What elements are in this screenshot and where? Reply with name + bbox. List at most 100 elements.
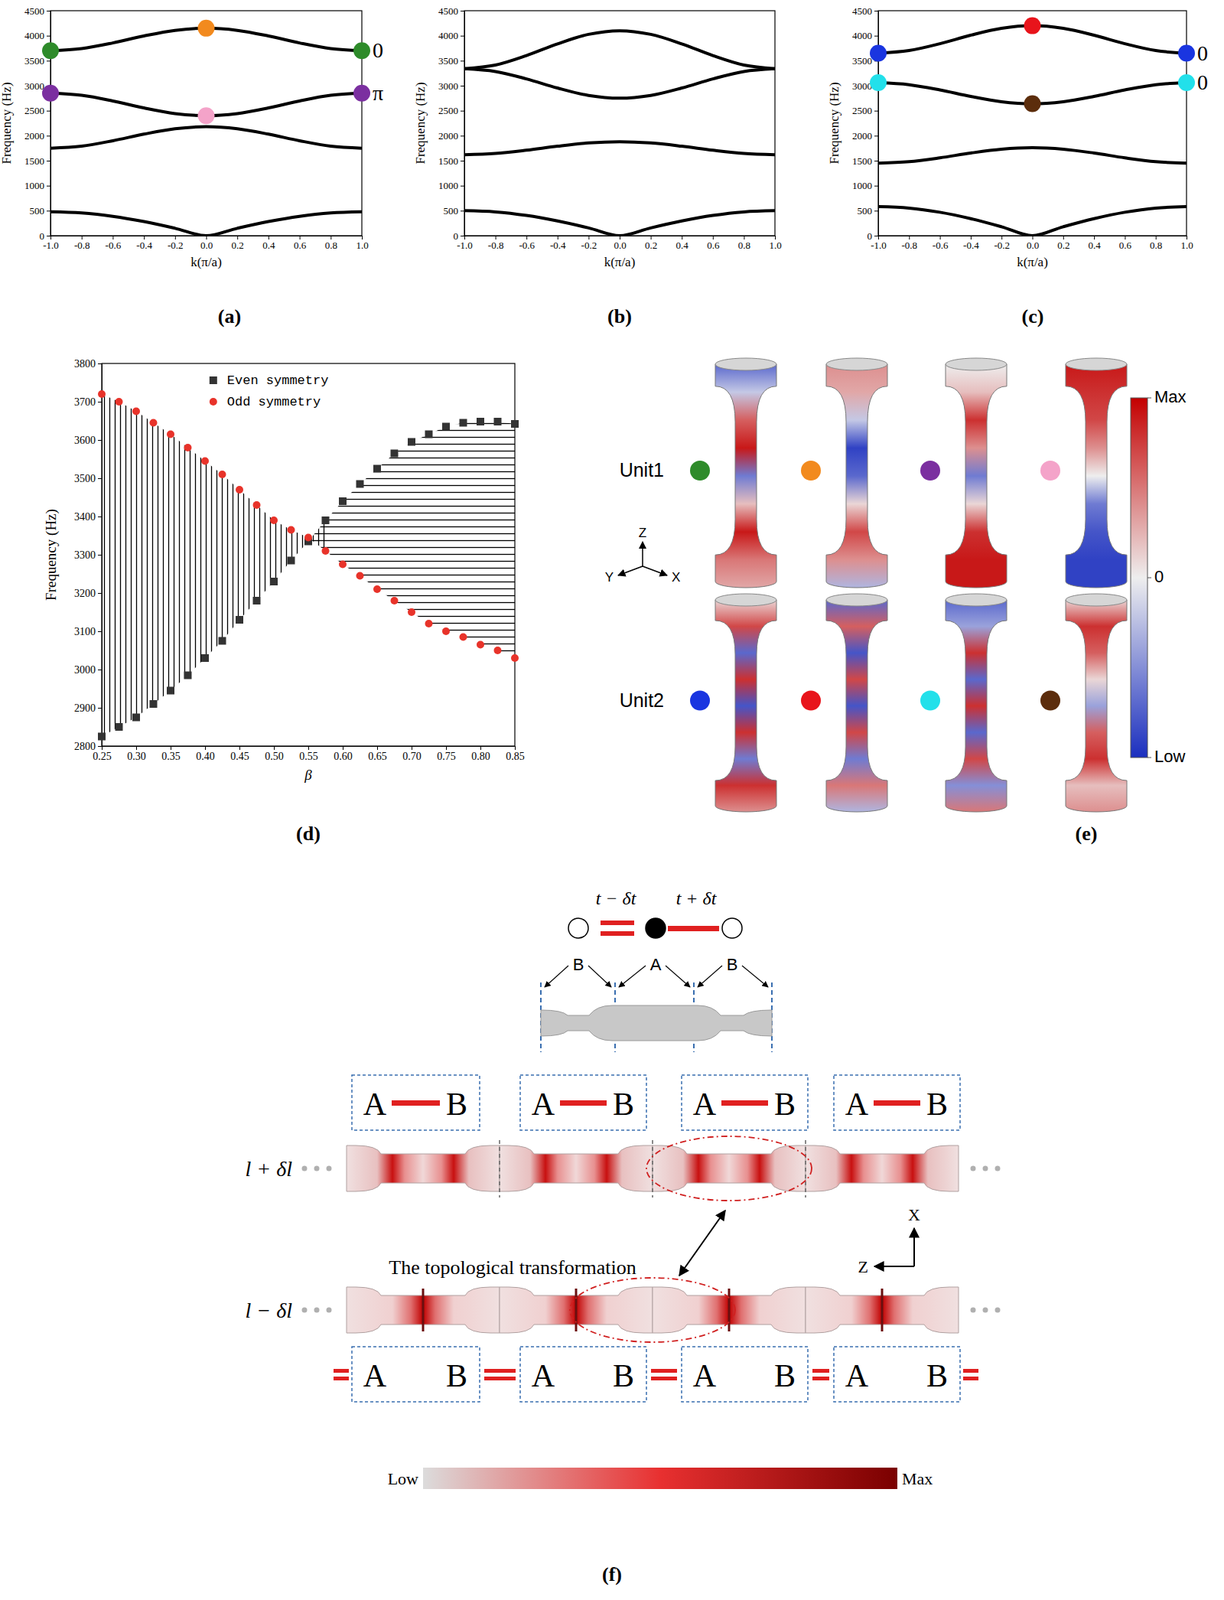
x-tick: 0.2	[231, 235, 245, 251]
y-tick-label: 1500	[852, 155, 873, 167]
data-point	[97, 732, 106, 741]
y-tick-label: 3000	[24, 80, 45, 92]
cell-site: A	[693, 1086, 717, 1122]
data-point	[353, 42, 371, 59]
colorbar-label: 0	[1154, 566, 1164, 586]
data-point	[322, 516, 330, 525]
lattice-site	[722, 918, 743, 938]
colorbar-tick	[1147, 577, 1152, 579]
x-tick: 0.0	[1026, 235, 1039, 251]
strong-bond	[600, 931, 635, 936]
y-tick-mark	[46, 135, 51, 137]
axis-letter: X	[671, 569, 681, 585]
y-tick: 2500	[24, 104, 51, 117]
data-point	[511, 419, 519, 428]
data-point	[390, 449, 399, 458]
data-point	[270, 516, 278, 525]
x-tick: 0.70	[402, 745, 422, 762]
site-label: A	[650, 954, 662, 974]
mode-marker	[690, 460, 710, 481]
y-tick-mark	[460, 10, 465, 12]
mode-marker	[920, 690, 941, 711]
x-tick-label: -0.2	[167, 239, 184, 251]
x-tick-label: 0.4	[1087, 239, 1101, 251]
x-tick-mark	[342, 745, 344, 750]
y-tick-label: 4000	[438, 29, 459, 42]
x-tick-mark	[308, 745, 310, 750]
y-tick-label: 2800	[74, 740, 96, 752]
cell-site: B	[774, 1086, 796, 1122]
annotation: π	[372, 81, 384, 105]
y-tick-mark	[874, 110, 879, 112]
data-point	[407, 608, 416, 616]
plot-frame	[878, 10, 1187, 236]
y-tick-mark	[97, 554, 102, 556]
data-point	[201, 654, 209, 662]
y-tick: 3300	[74, 549, 102, 561]
y-tick-label: 3400	[74, 511, 96, 523]
data-point	[97, 390, 106, 398]
y-tick-label: 3100	[74, 625, 96, 638]
data-point	[476, 417, 485, 426]
data-point	[166, 430, 175, 439]
y-tick: 2900	[74, 702, 102, 714]
x-tick-mark	[205, 745, 206, 750]
panel-label: (a)	[218, 305, 241, 328]
x-tick: 0.6	[293, 235, 307, 251]
x-tick: 0.2	[1057, 235, 1070, 251]
cell-box	[833, 1346, 961, 1402]
strong-bond	[600, 920, 635, 925]
axis-letter: Y	[605, 569, 614, 585]
axis-arrow	[913, 1227, 915, 1267]
cell-divider	[651, 1139, 654, 1198]
mode-shape	[715, 599, 777, 812]
x-tick-label: -0.6	[932, 239, 949, 251]
plot-area	[878, 26, 1187, 236]
x-tick: 0.75	[436, 745, 456, 762]
x-tick: 0.4	[1087, 235, 1101, 251]
x-tick-label: 0.50	[264, 750, 284, 762]
pointer-arrow	[618, 965, 646, 987]
y-tick: 3400	[74, 511, 102, 523]
mode-shape	[1065, 364, 1127, 588]
data-point	[373, 465, 381, 473]
x-tick-label: -1.0	[870, 239, 887, 251]
x-axis-title: k(π/a)	[190, 254, 222, 270]
shape-top-face	[715, 593, 777, 606]
data-point	[201, 457, 209, 466]
plot-frame	[50, 10, 362, 236]
y-tick: 500	[443, 205, 466, 217]
data-point	[1024, 17, 1042, 35]
cut-line	[728, 1288, 731, 1332]
data-point	[184, 671, 193, 680]
y-tick-label: 0	[453, 230, 459, 242]
x-tick-label: 0.30	[126, 750, 147, 762]
y-tick: 2500	[438, 104, 465, 117]
marker-layer	[42, 19, 371, 124]
y-tick-mark	[874, 35, 879, 37]
data-point	[459, 419, 468, 427]
inter-bond	[484, 1376, 516, 1381]
x-tick: -0.4	[550, 235, 567, 251]
colorbar	[1130, 397, 1148, 758]
x-tick-label: 0.2	[1057, 239, 1070, 251]
y-tick-label: 2000	[438, 130, 459, 142]
pointer-arrow	[544, 965, 569, 987]
colorbar-tick	[1147, 757, 1152, 759]
x-tick-mark	[101, 745, 103, 750]
x-tick: -0.6	[932, 235, 949, 251]
y-tick-mark	[97, 669, 102, 671]
x-tick: 0.85	[505, 745, 525, 762]
y-tick: 3500	[74, 472, 102, 485]
y-tick-mark	[460, 60, 465, 62]
x-tick-mark	[411, 745, 413, 750]
hopping-label: t − δt	[595, 888, 638, 909]
colorbar-label: Low	[387, 1468, 419, 1488]
data-point	[511, 654, 519, 662]
mode-shape	[715, 364, 777, 588]
annotation: 0	[1197, 70, 1208, 95]
ellipsis-dot	[314, 1307, 320, 1313]
y-tick-mark	[460, 135, 465, 137]
colorbar	[423, 1467, 898, 1489]
x-tick-label: -0.6	[105, 239, 122, 251]
